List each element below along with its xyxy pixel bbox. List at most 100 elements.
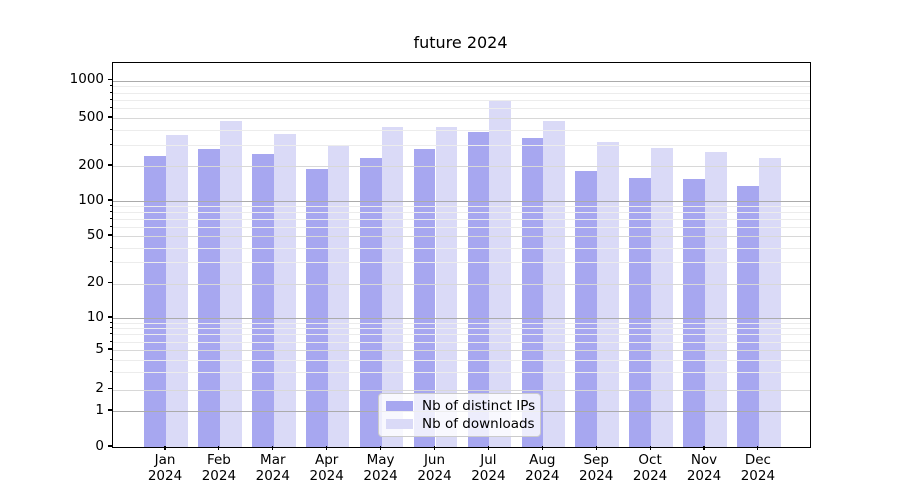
minor-gridline-4: [113, 359, 810, 361]
x-tick-mark-dec: [757, 446, 759, 450]
x-tick-label-jan: Jan 2024: [135, 452, 195, 484]
x-tick-label-dec: Dec 2024: [728, 452, 788, 484]
gridline-20: [113, 283, 810, 285]
x-tick-label-line: 2024: [363, 468, 398, 484]
y-tick-mark-100: [108, 199, 112, 201]
x-tick-label-line: 2024: [255, 468, 290, 484]
y-minor-tick-mark-4: [109, 358, 112, 360]
grid-layer: [113, 63, 810, 447]
x-tick-label-sep: Sep 2024: [566, 452, 626, 484]
y-minor-tick-mark-700: [109, 98, 112, 100]
gridline-200: [113, 166, 810, 167]
x-tick-label-line: Oct: [638, 452, 662, 468]
bar-distinct-ips-may: [359, 157, 382, 447]
x-tick-label-feb: Feb 2024: [189, 452, 249, 484]
minor-gridline-6: [113, 341, 810, 343]
y-minor-tick-mark-30: [109, 261, 112, 263]
x-tick-label-line: Mar: [260, 452, 286, 468]
x-tick-mark-jan: [164, 446, 166, 450]
bar-downloads-mar: [273, 133, 296, 447]
bar-distinct-ips-oct: [629, 178, 652, 447]
plot-area: [112, 62, 811, 448]
minor-gridline-300: [113, 144, 810, 146]
y-tick-label-1: 1: [95, 401, 104, 418]
gridline-100: [113, 201, 810, 203]
y-minor-tick-mark-40: [109, 246, 112, 248]
bar-distinct-ips-aug: [521, 138, 544, 447]
bar-distinct-ips-sep: [575, 171, 598, 447]
bar-downloads-dec: [758, 157, 781, 447]
minor-gridline-80: [113, 212, 810, 214]
minor-gridline-700: [113, 99, 810, 101]
x-tick-label-jul: Jul 2024: [458, 452, 518, 484]
y-minor-tick-mark-60: [109, 225, 112, 227]
gridline-500: [113, 118, 810, 119]
y-tick-mark-20: [108, 281, 112, 284]
y-minor-tick-mark-800: [109, 91, 112, 93]
legend: Nb of distinct IPs Nb of downloads: [378, 393, 541, 437]
x-tick-mark-oct: [649, 446, 651, 450]
x-tick-mark-may: [380, 446, 382, 450]
y-tick-mark-200: [108, 164, 112, 166]
x-tick-mark-sep: [595, 446, 597, 450]
x-tick-mark-mar: [272, 446, 274, 450]
x-tick-label-mar: Mar 2024: [243, 452, 303, 484]
legend-swatch-downloads-icon: [386, 418, 413, 430]
gridline-5: [113, 350, 810, 351]
x-tick-label-line: Apr: [315, 452, 339, 468]
y-tick-label-500: 500: [78, 108, 104, 125]
x-tick-label-aug: Aug 2024: [512, 452, 572, 484]
minor-gridline-9: [113, 322, 810, 324]
x-tick-label-line: Nov: [690, 452, 718, 468]
y-tick-label-1000: 1000: [69, 71, 104, 87]
y-tick-label-20: 20: [86, 274, 104, 290]
x-tick-label-nov: Nov 2024: [674, 452, 734, 484]
legend-item-distinct-ips: Nb of distinct IPs: [386, 398, 536, 414]
minor-gridline-800: [113, 92, 810, 94]
y-tick-mark-0: [108, 445, 112, 447]
x-tick-label-line: Dec: [744, 452, 771, 468]
legend-label-distinct-ips: Nb of distinct IPs: [422, 398, 536, 414]
y-minor-tick-mark-7: [109, 333, 112, 335]
x-tick-label-line: Jun: [423, 452, 446, 468]
y-tick-label-2: 2: [95, 380, 104, 396]
x-tick-label-line: Jan: [154, 452, 176, 468]
y-minor-tick-mark-900: [109, 85, 112, 87]
bar-downloads-nov: [705, 152, 727, 447]
y-tick-mark-5: [108, 348, 112, 350]
x-tick-label-line: 2024: [579, 468, 614, 484]
x-tick-label-line: May: [366, 452, 395, 468]
y-minor-tick-mark-8: [109, 327, 112, 329]
x-tick-label-line: 2024: [686, 468, 722, 484]
x-tick-label-apr: Apr 2024: [297, 452, 357, 484]
minor-gridline-90: [113, 206, 810, 208]
y-minor-tick-mark-3: [109, 371, 112, 373]
x-tick-label-line: Aug: [529, 452, 556, 468]
y-minor-tick-mark-400: [109, 128, 112, 130]
x-tick-label-oct: Oct 2024: [620, 452, 680, 484]
gridline-2: [113, 389, 810, 391]
y-tick-mark-1: [108, 409, 112, 411]
minor-gridline-40: [113, 247, 810, 249]
y-minor-tick-mark-80: [109, 211, 112, 213]
y-tick-mark-50: [108, 234, 112, 236]
x-tick-label-line: Sep: [583, 452, 609, 468]
y-tick-mark-10: [108, 316, 112, 318]
x-tick-label-may: May 2024: [351, 452, 411, 484]
x-tick-label-line: 2024: [309, 468, 344, 484]
bar-downloads-sep: [597, 142, 619, 447]
bar-distinct-ips-apr: [305, 168, 328, 447]
bar-distinct-ips-jan: [144, 156, 166, 447]
x-tick-label-jun: Jun 2024: [405, 452, 465, 484]
bar-distinct-ips-jul: [467, 131, 490, 447]
y-minor-tick-mark-90: [109, 205, 112, 207]
y-tick-label-50: 50: [86, 226, 104, 243]
chart-title: future 2024: [413, 33, 508, 52]
x-tick-label-line: Jul: [480, 452, 497, 468]
legend-label-downloads: Nb of downloads: [422, 416, 535, 432]
y-minor-tick-mark-600: [109, 107, 112, 109]
minor-gridline-600: [113, 108, 810, 110]
y-minor-tick-mark-6: [109, 340, 112, 342]
x-tick-mark-aug: [541, 446, 543, 450]
